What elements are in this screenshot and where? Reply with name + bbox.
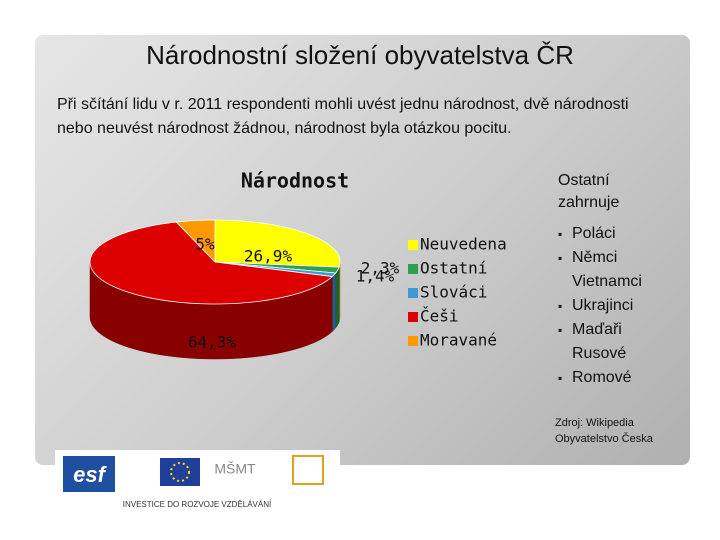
- footer-logos: esf MŠMT INVESTICE DO ROZVOJE VZDĚLÁVÁNÍ: [55, 450, 340, 515]
- sidebar-item: Maďaři Rusové: [558, 318, 678, 366]
- chart-title: Národnost: [241, 169, 349, 193]
- slide-subtitle: Při sčítání lidu v r. 2011 respondenti m…: [57, 96, 629, 137]
- data-label: 5%: [195, 235, 215, 254]
- legend-label: Moravané: [420, 331, 497, 350]
- legend-label: Češi: [420, 307, 459, 326]
- sidebar-item: Němci Vietnamci: [558, 246, 678, 294]
- pie-slice-side: [335, 266, 340, 329]
- legend-swatch: [408, 240, 418, 250]
- legend-swatch: [408, 288, 418, 298]
- pie-slice: [214, 219, 341, 268]
- data-label: 1,4%: [356, 267, 395, 286]
- legend-label: Ostatní: [420, 259, 487, 278]
- legend-swatch: [408, 336, 418, 346]
- sidebar-item: Ukrajinci: [558, 294, 678, 318]
- pie-slice: [89, 221, 334, 305]
- legend-label: Slováci: [420, 283, 487, 302]
- data-label: 26,9%: [244, 247, 293, 266]
- msmt-logo: MŠMT: [214, 461, 256, 477]
- sidebar-item: Poláci: [558, 222, 678, 246]
- pie-slice: [175, 219, 216, 263]
- source-line: Obyvatelstvo Česka: [555, 433, 653, 445]
- legend-swatch: [408, 312, 418, 322]
- source: Zdroj: Wikipedia Obyvatelstvo Česka: [555, 415, 653, 447]
- pie-slice-side: [332, 272, 336, 333]
- eu-stars: [170, 462, 190, 482]
- source-line: Zdroj: Wikipedia: [555, 417, 634, 429]
- op-logo: [292, 455, 324, 485]
- esf-logo-box: [63, 456, 115, 492]
- data-label: 2,3%: [361, 259, 400, 278]
- footer-slogan: INVESTICE DO ROZVOJE VZDĚLÁVÁNÍ: [123, 500, 272, 509]
- sidebar-list: PoláciNěmci VietnamciUkrajinciMaďaři Rus…: [558, 222, 702, 390]
- sidebar-heading: Ostatní zahrnuje: [558, 172, 620, 211]
- legend-label: Neuvedena: [420, 235, 507, 254]
- logos: esf MŠMT INVESTICE DO ROZVOJE VZDĚLÁVÁNÍ: [63, 455, 324, 509]
- esf-logo: esf: [73, 462, 107, 487]
- slide-title: Národnostní složení obyvatelstva ČR: [146, 40, 574, 70]
- sidebar-item: Romové: [558, 366, 678, 390]
- data-label: 64,3%: [188, 333, 237, 352]
- legend-swatch: [408, 264, 418, 274]
- eu-flag: [160, 458, 200, 486]
